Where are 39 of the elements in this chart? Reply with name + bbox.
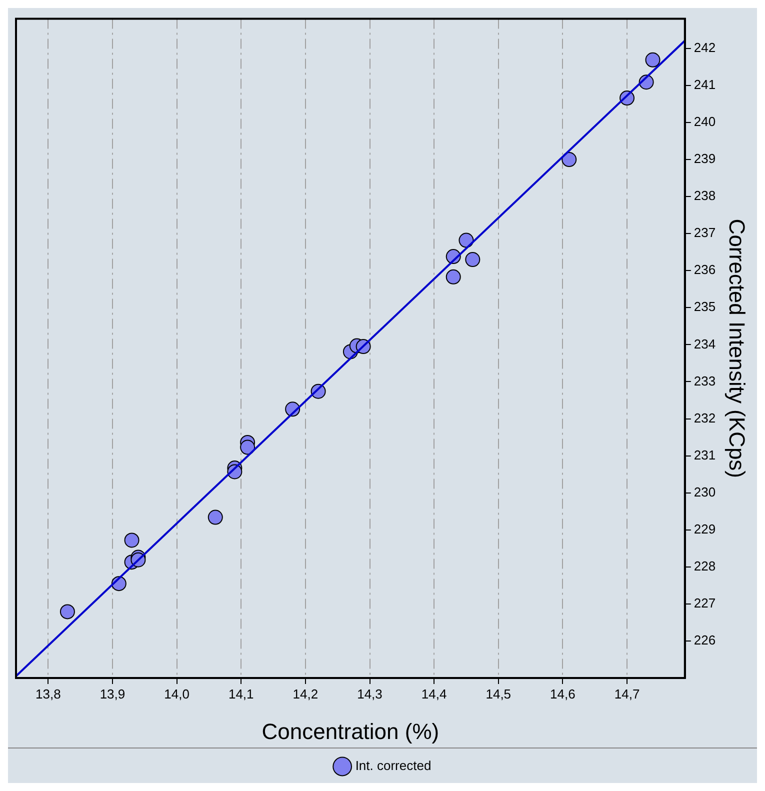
y-tick-label: 241: [694, 77, 716, 92]
y-tick-label: 238: [694, 188, 716, 204]
x-axis-title: Concentration (%): [262, 718, 440, 744]
x-tick-label: 14,3: [357, 686, 382, 702]
y-tick-label: 236: [694, 262, 716, 278]
y-tick-label: 234: [694, 336, 716, 352]
legend-label: Int. corrected: [355, 758, 432, 774]
x-tick-label: 13,9: [100, 686, 126, 702]
y-tick-label: 239: [694, 151, 716, 166]
y-tick-label: 242: [694, 40, 716, 56]
y-tick-label: 235: [694, 299, 716, 314]
x-tick-label: 13,8: [36, 686, 61, 702]
point: [465, 252, 480, 268]
y-tick-label: 227: [694, 596, 716, 611]
x-tick-label: 14,1: [228, 686, 254, 702]
x-tick-label: 14,2: [292, 686, 318, 702]
point: [458, 232, 474, 248]
point: [124, 532, 140, 548]
y-axis-title: Corrected Intensity (KCps): [724, 218, 750, 478]
point: [60, 604, 75, 620]
y-tick-label: 230: [694, 484, 716, 500]
y-tick-label: 228: [694, 558, 716, 574]
x-tick-label: 14,6: [550, 686, 576, 702]
x-tick-label: 14,4: [421, 686, 447, 702]
y-tick-label: 231: [694, 447, 716, 462]
point: [645, 52, 660, 68]
point: [240, 440, 256, 455]
point: [562, 152, 577, 168]
y-tick-label: 233: [694, 373, 716, 388]
point: [446, 269, 461, 284]
x-tick-label: 14,7: [614, 686, 640, 702]
point: [208, 510, 223, 525]
y-tick-label: 240: [694, 114, 716, 130]
x-tick-label: 14,0: [164, 686, 190, 702]
y-tick-label: 232: [694, 410, 716, 426]
y-tick-label: 237: [694, 225, 716, 240]
y-tick-label: 229: [694, 521, 716, 536]
x-tick-label: 14,5: [486, 686, 512, 702]
y-tick-label: 226: [694, 632, 716, 648]
